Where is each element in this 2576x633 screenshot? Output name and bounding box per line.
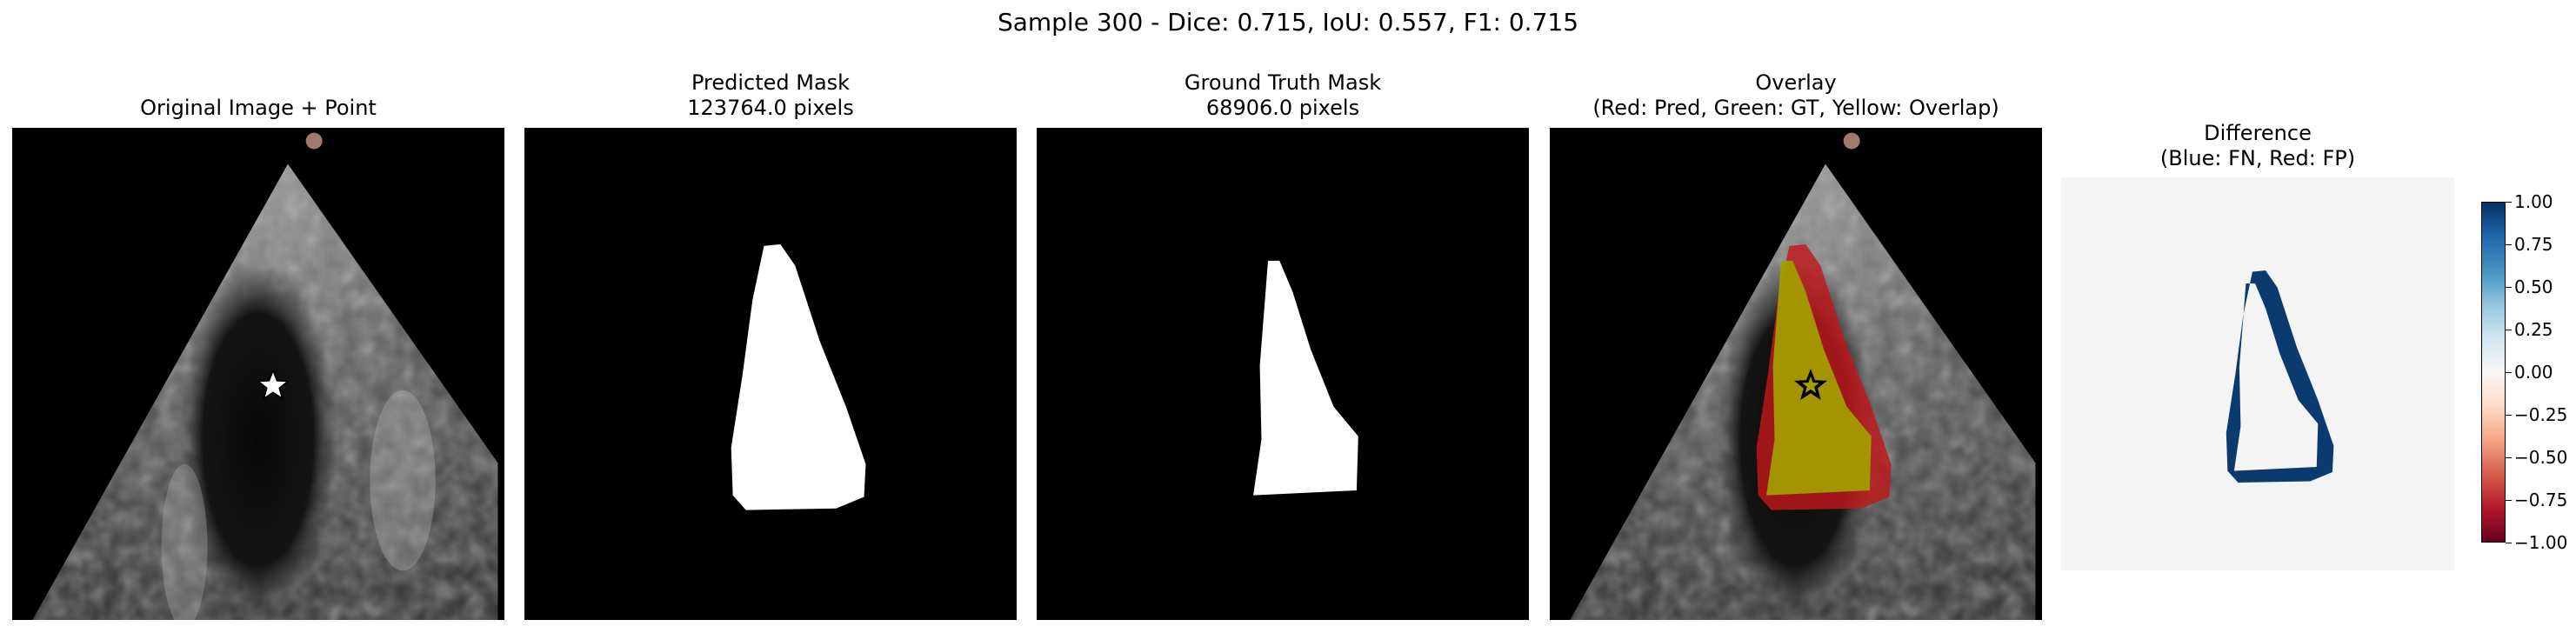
colorbar-tick-mark xyxy=(2506,371,2512,373)
colorbar-tick-mark xyxy=(2506,456,2512,458)
difference-panel xyxy=(2061,177,2454,570)
figure-title: Sample 300 - Dice: 0.715, IoU: 0.557, F1… xyxy=(997,8,1579,37)
colorbar-tick-label: −0.50 xyxy=(2514,447,2568,468)
panel-title-difference-line2: (Blue: FN, Red: FP) xyxy=(2159,146,2356,170)
panel-title-ground-truth-line1: Ground Truth Mask xyxy=(1184,70,1382,95)
panel-title-overlay: Overlay (Red: Pred, Green: GT, Yellow: O… xyxy=(1550,70,2042,121)
panel-title-difference-line1: Difference xyxy=(2204,121,2312,145)
panel-title-ground-truth: Ground Truth Mask 68906.0 pixels xyxy=(1037,70,1529,121)
panel-title-difference: Difference (Blue: FN, Red: FP) xyxy=(2061,121,2454,171)
ultrasound-image xyxy=(12,163,498,620)
original-image-panel xyxy=(12,128,504,620)
predicted-mask-panel xyxy=(524,128,1017,620)
colorbar-tick-label: −1.00 xyxy=(2514,532,2568,553)
colorbar-tick-label: 0.75 xyxy=(2514,234,2553,255)
colorbar-tick-label: 0.50 xyxy=(2514,277,2553,297)
panel-title-original-line1: Original Image + Point xyxy=(140,96,377,120)
colorbar-tick-label: −0.25 xyxy=(2514,404,2568,425)
probe-marker xyxy=(305,132,323,150)
colorbar-tick-label: 0.25 xyxy=(2514,319,2553,340)
colorbar-tick-mark xyxy=(2506,201,2512,203)
panel-title-predicted-line2: 123764.0 pixels xyxy=(687,96,854,120)
overlay-overlap-region xyxy=(1766,260,1872,496)
ground-truth-mask-region xyxy=(1253,260,1358,496)
panel-title-ground-truth-line2: 68906.0 pixels xyxy=(1205,96,1360,120)
overlay-panel xyxy=(1550,128,2042,620)
colorbar-tick-mark xyxy=(2506,243,2512,245)
predicted-mask-region xyxy=(731,243,866,510)
colorbar xyxy=(2481,202,2506,543)
colorbar-tick-mark xyxy=(2506,414,2512,416)
panel-title-overlay-line2: (Red: Pred, Green: GT, Yellow: Overlap) xyxy=(1592,96,1999,120)
colorbar-tick-mark xyxy=(2506,499,2512,501)
colorbar-tick-label: −0.75 xyxy=(2514,490,2568,510)
ground-truth-mask-panel xyxy=(1037,128,1529,620)
colorbar-gradient xyxy=(2482,203,2505,542)
colorbar-tick-label: 1.00 xyxy=(2514,191,2553,212)
point-marker xyxy=(256,369,290,401)
colorbar-tick-mark xyxy=(2506,286,2512,288)
panel-title-predicted-line1: Predicted Mask xyxy=(691,70,851,95)
difference-fn-region xyxy=(2226,270,2334,483)
colorbar-tick-label: 0.00 xyxy=(2514,362,2553,383)
panel-title-overlay-line1: Overlay xyxy=(1755,70,1837,95)
panel-title-original: Original Image + Point xyxy=(12,96,504,121)
panel-title-predicted: Predicted Mask 123764.0 pixels xyxy=(524,70,1017,121)
